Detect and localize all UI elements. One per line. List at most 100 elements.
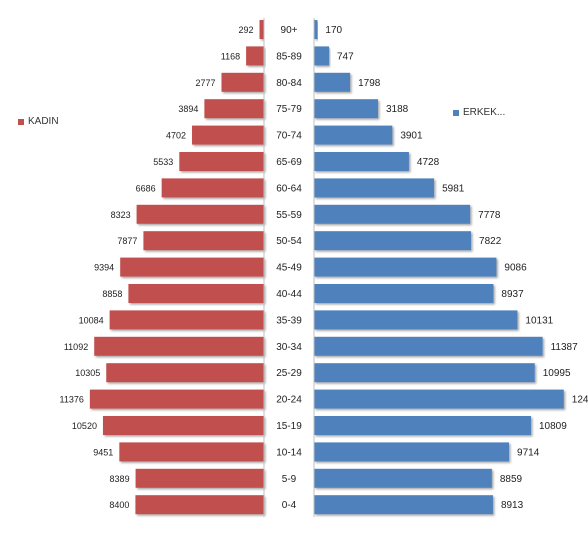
age-group-label: 75-79 [276,104,302,115]
kadin-bar [94,336,264,356]
age-group-label: 85-89 [276,51,302,62]
age-group-label: 50-54 [276,236,302,247]
kadin-bar [135,495,264,515]
erkek-bar [314,20,318,39]
kadin-value-label: 10520 [72,421,97,431]
age-group-label: 90+ [281,25,298,36]
age-group-label: 20-24 [276,395,302,406]
age-group-labels: 90+ 85-89 80-84 75-79 70-74 65-69 60-64 55-59 50… [276,25,302,511]
erkek-value-label: 4728 [417,157,440,168]
erkek-bar [314,495,493,515]
age-group-label: 45-49 [276,263,302,274]
kadin-value-label: 1168 [221,51,240,61]
erkek-bar [314,99,379,119]
kadin-value-label: 8389 [110,474,130,484]
erkek-bar [314,310,518,330]
kadin-bar [179,152,264,171]
kadin-bar [246,46,264,66]
erkek-value-label: 5981 [442,183,465,194]
erkek-value-label: 10995 [543,368,571,379]
erkek-value-label: 9714 [517,447,540,458]
erkek-value-label: 3901 [400,131,423,142]
erkek-value-label: 12441 [572,395,588,406]
erkek-value-label: 7778 [478,210,501,221]
kadin-value-label: 2777 [195,78,215,88]
erkek-value-label: 1798 [358,78,381,89]
legend-kadin: KADIN [18,116,59,127]
kadin-value-label: 9451 [93,447,113,457]
erkek-value-label: 170 [325,25,342,36]
kadin-bar [119,442,265,462]
age-group-label: 15-19 [276,421,302,432]
age-group-label: 65-69 [276,157,302,168]
kadin-bar [143,231,264,251]
age-group-label: 35-39 [276,315,302,326]
kadin-value-label: 8858 [102,289,122,299]
erkek-value-label: 10809 [539,421,567,432]
legend-kadin-swatch [18,118,24,125]
erkek-bar [314,152,409,171]
age-group-label: 30-34 [276,342,302,353]
erkek-value-label: 11387 [551,342,579,353]
kadin-bar [161,178,264,198]
erkek-bar [314,416,532,435]
kadin-bar [135,468,264,488]
age-group-label: 25-29 [276,368,302,379]
erkek-bar [314,284,494,303]
kadin-bar [102,416,264,435]
kadin-bar [128,284,264,303]
erkek-value-label: 8859 [500,474,523,485]
kadin-bar [204,99,264,119]
erkek-bar [314,442,510,462]
age-group-label: 40-44 [276,289,302,300]
kadin-value-label: 8323 [111,210,131,220]
erkek-series: 170 747 1798 3188 3901 4728 5981 7778 7822 9086 89… [314,20,588,515]
erkek-bar [314,125,393,145]
erkek-bar [314,72,351,92]
age-group-label: 5-9 [282,474,297,485]
erkek-bar [314,363,535,383]
age-group-label: 55-59 [276,210,302,221]
kadin-bar [89,389,264,409]
age-group-label: 70-74 [276,131,302,142]
kadin-value-label: 3894 [178,104,198,114]
age-group-label: 10-14 [276,447,302,458]
kadin-value-label: 6686 [136,183,156,193]
kadin-bar [221,72,264,92]
kadin-bar [136,204,264,224]
kadin-value-label: 8400 [109,500,129,510]
erkek-value-label: 747 [337,51,354,62]
legend-erkek-swatch [453,109,459,116]
kadin-value-label: 10084 [79,315,104,325]
kadin-value-label: 5533 [153,157,173,167]
kadin-bar [259,20,264,39]
kadin-value-label: 292 [238,25,253,35]
erkek-bar [314,231,472,251]
kadin-bar [109,310,264,330]
kadin-bar [192,125,264,145]
kadin-bar [120,257,264,277]
erkek-value-label: 8913 [501,500,524,511]
kadin-value-label: 10305 [75,368,100,378]
age-group-label: 0-4 [282,500,297,511]
kadin-series: 292 1168 2777 3894 4702 5533 6686 8323 7877 9394 8… [60,20,265,515]
legend-erkek: ERKEK... [453,107,505,118]
erkek-bar [314,178,435,198]
age-group-label: 60-64 [276,183,302,194]
erkek-bar [314,336,543,356]
erkek-bar [314,389,564,409]
legend-kadin-label: KADIN [28,116,59,127]
erkek-value-label: 10131 [525,315,553,326]
erkek-value-label: 8937 [501,289,524,300]
kadin-value-label: 11092 [64,342,88,352]
kadin-value-label: 9394 [94,263,114,273]
erkek-bar [314,468,492,488]
erkek-value-label: 3188 [386,104,409,115]
erkek-bar [314,204,471,224]
erkek-bar [314,46,329,66]
erkek-value-label: 9086 [504,263,527,274]
age-group-label: 80-84 [276,78,302,89]
erkek-value-label: 7822 [479,236,502,247]
kadin-value-label: 4702 [166,131,186,141]
